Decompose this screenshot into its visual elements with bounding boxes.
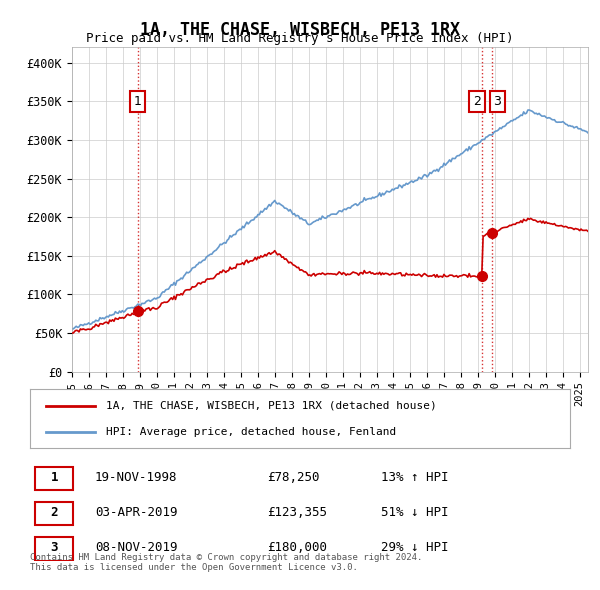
Text: Price paid vs. HM Land Registry's House Price Index (HPI): Price paid vs. HM Land Registry's House … [86, 32, 514, 45]
Text: 3: 3 [50, 541, 58, 554]
Text: 1A, THE CHASE, WISBECH, PE13 1RX (detached house): 1A, THE CHASE, WISBECH, PE13 1RX (detach… [106, 401, 436, 411]
Text: Contains HM Land Registry data © Crown copyright and database right 2024.
This d: Contains HM Land Registry data © Crown c… [30, 553, 422, 572]
Text: 51% ↓ HPI: 51% ↓ HPI [381, 506, 449, 519]
Text: 29% ↓ HPI: 29% ↓ HPI [381, 541, 449, 554]
Text: 1: 1 [50, 471, 58, 484]
FancyBboxPatch shape [35, 537, 73, 560]
Text: 08-NOV-2019: 08-NOV-2019 [95, 541, 178, 554]
Text: £123,355: £123,355 [268, 506, 328, 519]
Text: £180,000: £180,000 [268, 541, 328, 554]
Text: 2: 2 [473, 95, 481, 108]
Text: £78,250: £78,250 [268, 471, 320, 484]
Text: 13% ↑ HPI: 13% ↑ HPI [381, 471, 449, 484]
Text: HPI: Average price, detached house, Fenland: HPI: Average price, detached house, Fenl… [106, 427, 396, 437]
Text: 03-APR-2019: 03-APR-2019 [95, 506, 178, 519]
FancyBboxPatch shape [35, 502, 73, 526]
Text: 1A, THE CHASE, WISBECH, PE13 1RX: 1A, THE CHASE, WISBECH, PE13 1RX [140, 21, 460, 39]
Text: 3: 3 [494, 95, 502, 108]
FancyBboxPatch shape [35, 467, 73, 490]
Text: 1: 1 [134, 95, 142, 108]
Text: 19-NOV-1998: 19-NOV-1998 [95, 471, 178, 484]
Text: 2: 2 [50, 506, 58, 519]
